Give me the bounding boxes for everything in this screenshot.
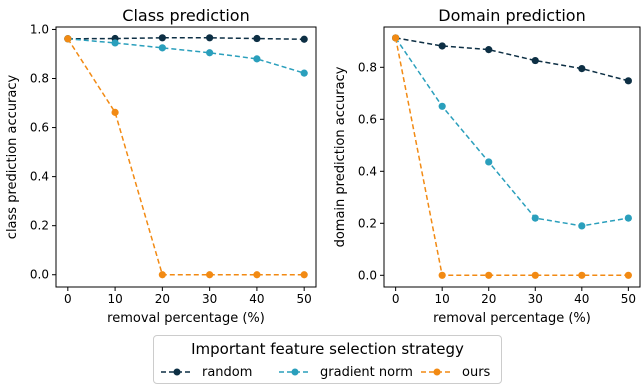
legend-swatch-ours: [421, 368, 453, 376]
domain-point-ours: [578, 271, 586, 279]
class-y-tick-label: 0.8: [30, 72, 49, 86]
legend-item-random: random: [160, 363, 252, 381]
class-point-random: [158, 34, 166, 42]
domain-chart: Domain prediction 0 10 20 30 40 50 0.0 0.2 0.4 0.6…: [333, 6, 641, 326]
domain-point-random: [485, 46, 493, 54]
legend-label-gradient-norm: gradient norm: [320, 364, 413, 380]
class-x-tick-label: 0: [64, 292, 72, 306]
class-point-gradient-norm: [253, 55, 261, 63]
class-y-tick-label: 0.2: [30, 219, 49, 233]
class-series-line-ours: [67, 38, 305, 276]
domain-point-gradient-norm: [578, 222, 586, 230]
domain-x-axis-label: removal percentage (%): [433, 311, 591, 326]
class-x-tick-label: 20: [155, 292, 170, 306]
legend-item-ours: ours: [420, 363, 490, 381]
class-chart-title: Class prediction: [122, 6, 249, 25]
domain-x-tick-label: 0: [392, 292, 400, 306]
class-y-tick-label: 0.4: [30, 170, 49, 184]
domain-point-gradient-norm: [438, 102, 446, 110]
domain-point-gradient-norm: [624, 214, 632, 222]
domain-point-gradient-norm: [485, 158, 493, 166]
class-plot-frame: [55, 26, 317, 288]
class-point-gradient-norm: [300, 69, 308, 77]
domain-x-tick-label: 50: [621, 292, 636, 306]
domain-x-tick-label: 10: [435, 292, 450, 306]
domain-y-tick-label: 0.6: [358, 112, 377, 126]
legend: Important feature selection strategy ran…: [153, 335, 502, 384]
figure: Class prediction 0 10 20 30 40 50 0.0 0.2 0.4 0.6 0…: [5, 6, 641, 326]
class-series-line-random: [67, 37, 305, 41]
domain-y-tick-label: 0.2: [358, 216, 377, 230]
domain-x-tick-label: 40: [574, 292, 589, 306]
class-y-tick-label: 0.0: [30, 268, 49, 282]
class-x-tick-label: 10: [107, 292, 122, 306]
class-point-ours: [111, 108, 119, 116]
class-point-ours: [158, 271, 166, 279]
class-x-tick-label: 30: [202, 292, 217, 306]
class-x-axis-label: removal percentage (%): [107, 311, 265, 326]
domain-x-tick-label: 20: [481, 292, 496, 306]
domain-series-line-gradient-norm: [395, 37, 629, 227]
legend-swatch-gradient-norm: [279, 368, 311, 376]
class-point-ours: [253, 271, 261, 279]
domain-point-random: [531, 56, 539, 65]
class-point-gradient-norm: [158, 44, 166, 52]
domain-x-tick-label: 30: [528, 292, 543, 306]
class-point-random: [206, 34, 214, 42]
domain-point-random: [578, 65, 586, 73]
domain-point-ours: [392, 34, 400, 42]
class-point-random: [253, 34, 261, 43]
class-point-gradient-norm: [111, 39, 119, 47]
class-point-ours: [64, 35, 72, 43]
domain-y-tick-label: 0.4: [358, 164, 377, 178]
domain-point-ours: [438, 271, 446, 279]
class-x-tick-label: 40: [249, 292, 264, 306]
domain-point-random: [624, 77, 632, 85]
class-point-random: [300, 35, 308, 43]
class-point-ours: [300, 271, 308, 279]
domain-y-tick-label: 0.8: [358, 60, 377, 74]
class-y-tick-label: 0.6: [30, 121, 49, 135]
class-chart: Class prediction 0 10 20 30 40 50 0.0 0.2 0.4 0.6 0…: [5, 6, 317, 326]
class-point-ours: [206, 271, 214, 279]
domain-point-ours: [531, 271, 539, 279]
legend-swatch-random: [161, 368, 193, 376]
domain-chart-title: Domain prediction: [438, 6, 585, 25]
domain-point-gradient-norm: [531, 214, 539, 222]
legend-item-gradient-norm: gradient norm: [278, 363, 413, 381]
domain-series-line-random: [395, 37, 629, 82]
class-series-line-gradient-norm: [67, 38, 305, 74]
class-x-tick-label: 50: [297, 292, 312, 306]
domain-point-ours: [624, 271, 632, 279]
domain-y-tick-label: 0.0: [358, 268, 377, 282]
legend-title: Important feature selection strategy: [191, 340, 464, 358]
class-point-gradient-norm: [206, 49, 214, 57]
domain-plot-frame: [383, 26, 641, 288]
domain-series-line-ours: [394, 37, 629, 277]
legend-label-random: random: [202, 364, 253, 380]
domain-point-random: [438, 42, 446, 50]
class-y-tick-label: 1.0: [30, 22, 49, 36]
class-y-axis-label: class prediction accuracy: [5, 74, 20, 239]
legend-label-ours: ours: [462, 364, 491, 380]
domain-point-ours: [485, 271, 493, 279]
domain-y-axis-label: domain prediction accuracy: [333, 66, 348, 247]
